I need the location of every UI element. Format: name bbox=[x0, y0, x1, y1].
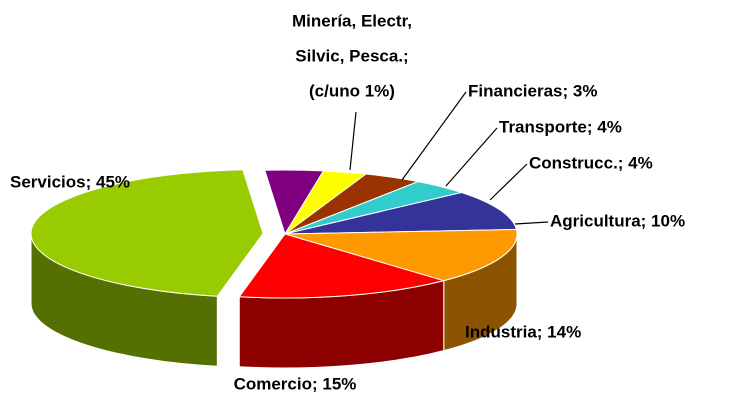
leader-line bbox=[489, 163, 528, 201]
leader-line bbox=[401, 91, 467, 181]
data-label: Industria; 14% bbox=[465, 322, 581, 341]
data-label: Servicios; 45% bbox=[10, 172, 130, 191]
data-label: Transporte; 4% bbox=[499, 117, 622, 136]
data-label: Agricultura; 10% bbox=[550, 211, 685, 230]
data-label: Financieras; 3% bbox=[468, 81, 597, 100]
data-label: Silvic, Pesca.; bbox=[295, 46, 408, 65]
labels: Minería, Electr, Silvic, Pesca.; (c/uno 1%… bbox=[10, 11, 685, 393]
pie-slice bbox=[238, 233, 446, 299]
leader-line bbox=[514, 221, 549, 225]
data-label: Construcc.; 4% bbox=[529, 153, 653, 172]
pie-slice bbox=[284, 191, 518, 235]
pie-tops bbox=[30, 169, 518, 299]
pie-slice bbox=[30, 169, 264, 297]
data-label: Minería, Electr, bbox=[292, 11, 412, 30]
leader-line bbox=[445, 127, 498, 187]
pie-slice bbox=[284, 228, 518, 282]
pie-sides bbox=[30, 233, 518, 369]
leader-line bbox=[349, 111, 357, 171]
data-label: (c/uno 1%) bbox=[309, 81, 395, 100]
data-label: Comercio; 15% bbox=[234, 374, 357, 393]
